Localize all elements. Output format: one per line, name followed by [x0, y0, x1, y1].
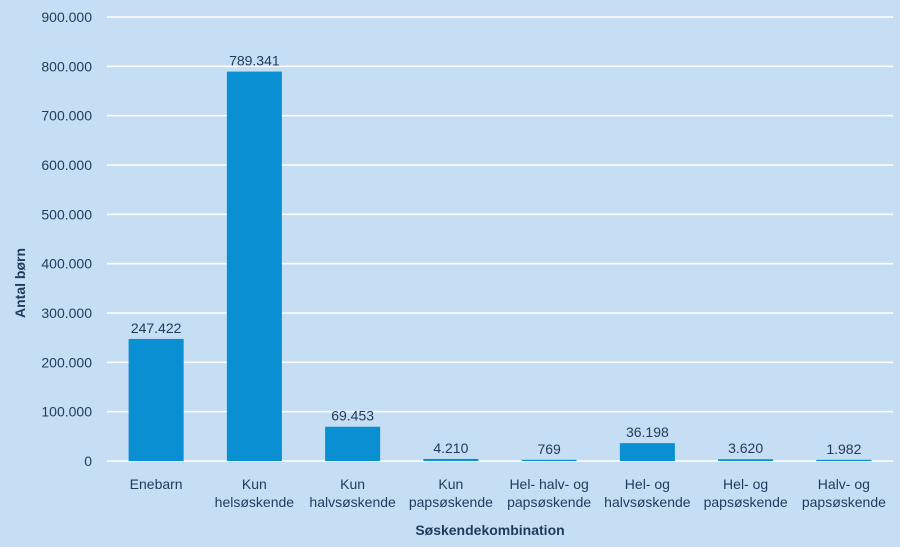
- x-axis-title: Søskendekombination: [415, 522, 564, 538]
- category-label: Hel- halv- og: [509, 476, 588, 492]
- data-label: 36.198: [626, 424, 669, 440]
- y-tick-label: 0: [84, 453, 92, 469]
- category-label: Hel- og: [625, 476, 670, 492]
- category-label: Halv- og: [818, 476, 870, 492]
- data-label: 789.341: [229, 53, 280, 69]
- category-label: papsøskende: [409, 494, 493, 510]
- data-label: 69.453: [331, 408, 374, 424]
- y-tick-label: 300.000: [41, 305, 92, 321]
- data-label: 1.982: [826, 441, 861, 457]
- category-label: Hel- og: [723, 476, 768, 492]
- category-label: Enebarn: [130, 476, 183, 492]
- bar: [226, 71, 282, 462]
- y-tick-label: 500.000: [41, 206, 92, 222]
- bar: [619, 443, 675, 461]
- category-label: papsøskende: [802, 494, 886, 510]
- y-tick-label: 100.000: [41, 404, 92, 420]
- category-label: Kun: [438, 476, 463, 492]
- bar: [718, 459, 774, 461]
- category-label: Kun: [242, 476, 267, 492]
- category-label: Kun: [340, 476, 365, 492]
- data-label: 769: [537, 441, 561, 457]
- bar: [128, 338, 184, 461]
- category-label: helsøskende: [215, 494, 295, 510]
- bar: [423, 458, 479, 461]
- category-label: papsøskende: [704, 494, 788, 510]
- category-label: halvsøskende: [309, 494, 396, 510]
- bar: [521, 459, 577, 461]
- y-tick-label: 900.000: [41, 9, 92, 25]
- gridlines: [107, 16, 893, 462]
- category-label: papsøskende: [507, 494, 591, 510]
- category-label: halvsøskende: [604, 494, 691, 510]
- y-tick-label: 700.000: [41, 108, 92, 124]
- x-axis-categories: Enebarn Kun helsøskende Kun halvsøskende Kun p…: [130, 476, 886, 510]
- y-axis-title: Antal børn: [12, 248, 28, 318]
- y-tick-label: 400.000: [41, 256, 92, 272]
- y-tick-label: 800.000: [41, 58, 92, 74]
- data-label: 4.210: [433, 440, 468, 456]
- bars: [128, 71, 872, 462]
- y-tick-label: 600.000: [41, 157, 92, 173]
- data-label: 247.422: [131, 320, 182, 336]
- y-tick-label: 200.000: [41, 354, 92, 370]
- bar: [816, 459, 872, 461]
- data-label: 3.620: [728, 440, 763, 456]
- bar: [325, 426, 381, 461]
- data-labels: 247.422 789.341 69.453 4.210 769 36.198 3.620 1…: [131, 53, 862, 457]
- y-axis-ticks: 0 100.000 200.000 300.000 400.000 500.000 600.…: [41, 9, 92, 469]
